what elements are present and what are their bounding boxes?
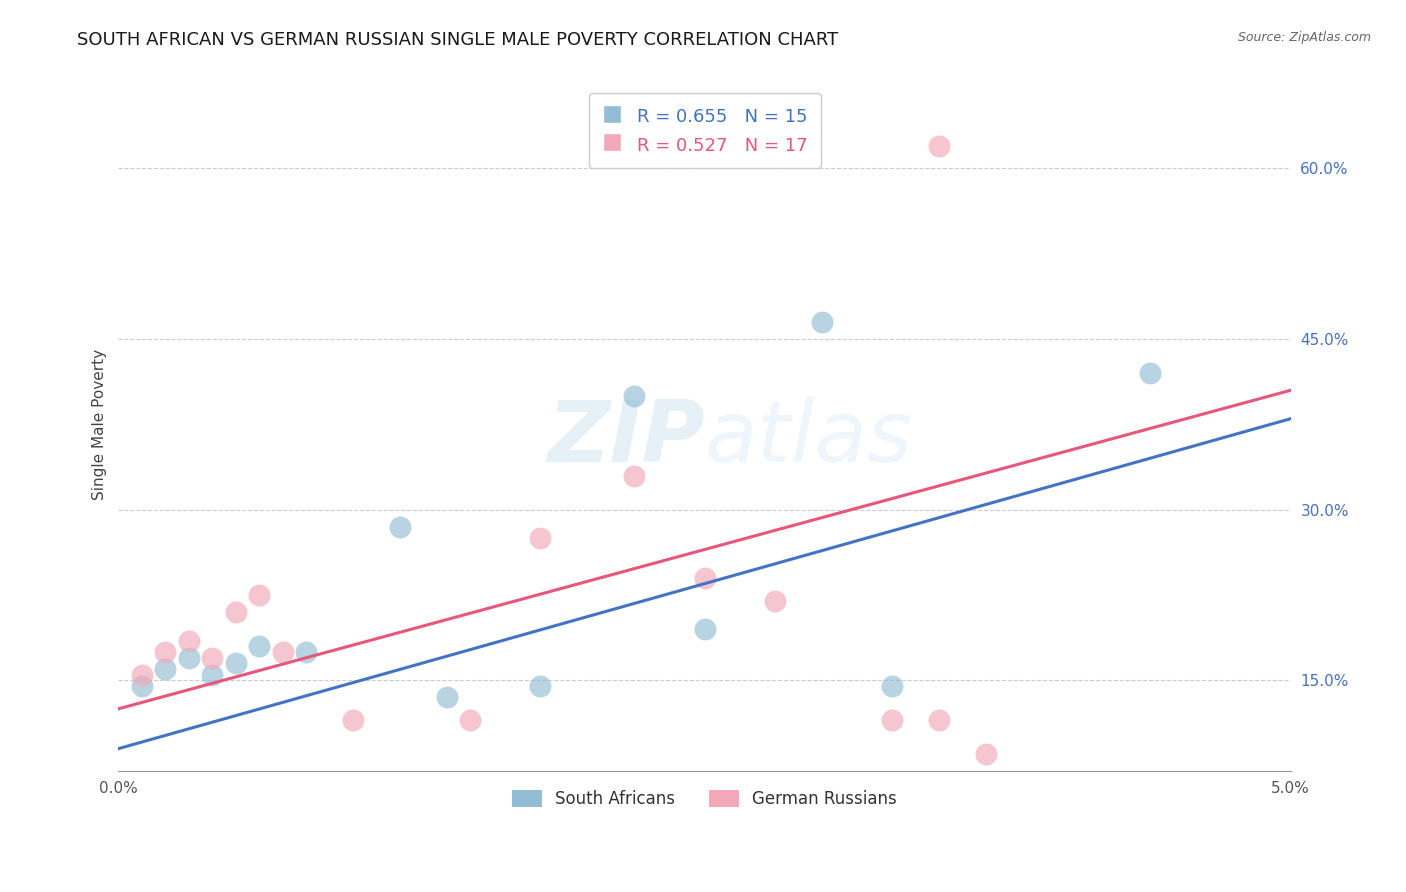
Point: [529, 679, 551, 693]
Legend: South Africans, German Russians: South Africans, German Russians: [506, 783, 904, 815]
Point: [201, 667, 224, 681]
Point: [529, 531, 551, 545]
Point: [623, 468, 645, 483]
Point: [225, 657, 247, 671]
Text: Source: ZipAtlas.com: Source: ZipAtlas.com: [1237, 31, 1371, 45]
Point: [225, 605, 247, 619]
Point: [693, 622, 716, 636]
Point: [928, 713, 950, 727]
Point: [247, 588, 270, 602]
Point: [177, 650, 200, 665]
Point: [271, 645, 294, 659]
Point: [247, 639, 270, 653]
Point: [458, 713, 481, 727]
Point: [623, 389, 645, 403]
Text: SOUTH AFRICAN VS GERMAN RUSSIAN SINGLE MALE POVERTY CORRELATION CHART: SOUTH AFRICAN VS GERMAN RUSSIAN SINGLE M…: [77, 31, 838, 49]
Point: [880, 713, 903, 727]
Point: [974, 747, 997, 762]
Point: [693, 571, 716, 585]
Point: [131, 667, 153, 681]
Text: atlas: atlas: [704, 397, 912, 480]
Point: [763, 593, 786, 607]
Point: [295, 645, 318, 659]
Y-axis label: Single Male Poverty: Single Male Poverty: [93, 349, 107, 500]
Point: [177, 633, 200, 648]
Point: [1139, 366, 1161, 380]
Point: [810, 315, 832, 329]
Text: ZIP: ZIP: [547, 397, 704, 480]
Point: [436, 690, 458, 705]
Point: [388, 520, 411, 534]
Point: [342, 713, 364, 727]
Point: [155, 662, 177, 676]
Point: [131, 679, 153, 693]
Point: [155, 645, 177, 659]
Point: [928, 138, 950, 153]
Point: [201, 650, 224, 665]
Point: [880, 679, 903, 693]
